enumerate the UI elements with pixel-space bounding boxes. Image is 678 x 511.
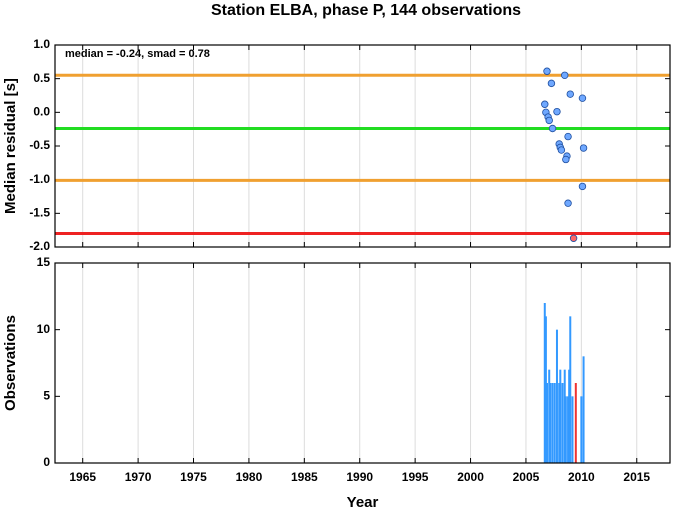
y-tick-label: -0.5 bbox=[29, 138, 50, 152]
x-tick-label: 1995 bbox=[402, 470, 429, 484]
x-tick-label: 1965 bbox=[69, 470, 96, 484]
bar bbox=[559, 369, 562, 463]
point bbox=[557, 146, 566, 154]
y-tick-label: -1.5 bbox=[29, 206, 50, 220]
x-tick-label: 2015 bbox=[623, 470, 650, 484]
point bbox=[548, 124, 557, 133]
y-axis-label: Median residual [s] bbox=[2, 78, 19, 214]
y-tick-label: 10 bbox=[37, 322, 51, 336]
bar bbox=[564, 396, 567, 463]
bar bbox=[582, 356, 585, 463]
point bbox=[579, 144, 588, 152]
x-tick-label: 2005 bbox=[513, 470, 540, 484]
bar bbox=[580, 396, 583, 463]
point bbox=[578, 94, 587, 102]
annotation: median = -0.24, smad = 0.78 bbox=[65, 48, 210, 60]
bar bbox=[569, 316, 572, 463]
y-tick-label: -2.0 bbox=[29, 239, 50, 253]
y-tick-label: 1.0 bbox=[33, 37, 50, 51]
point bbox=[564, 132, 572, 141]
point bbox=[561, 71, 569, 79]
x-axis-label: Year bbox=[347, 494, 379, 511]
y-tick-label: 0.5 bbox=[33, 71, 50, 85]
point bbox=[553, 107, 561, 116]
bar bbox=[544, 316, 547, 463]
bar bbox=[563, 369, 566, 463]
bar bbox=[555, 329, 558, 463]
point bbox=[541, 100, 549, 108]
x-tick-label: 1975 bbox=[180, 470, 207, 484]
bar bbox=[546, 383, 548, 463]
bar bbox=[571, 396, 574, 463]
bar bbox=[553, 383, 556, 463]
point bbox=[547, 79, 556, 88]
bar bbox=[567, 396, 570, 463]
x-tick-label: 1980 bbox=[236, 470, 263, 484]
point bbox=[545, 116, 553, 125]
x-tick-label: 1970 bbox=[125, 470, 152, 484]
x-tick-label: 2010 bbox=[568, 470, 595, 484]
bar bbox=[548, 369, 551, 463]
x-tick-label: 1985 bbox=[291, 470, 318, 484]
bar bbox=[574, 383, 577, 463]
plot-frame bbox=[54, 44, 671, 248]
bar bbox=[551, 383, 554, 463]
x-tick-label: 2000 bbox=[457, 470, 484, 484]
bar bbox=[543, 303, 546, 463]
y-axis-label: Observations bbox=[2, 315, 19, 411]
bar bbox=[568, 369, 571, 463]
bar bbox=[549, 383, 552, 463]
point bbox=[569, 234, 578, 242]
plot-frame bbox=[54, 262, 671, 464]
point bbox=[564, 199, 572, 207]
y-tick-label: 0.0 bbox=[33, 105, 50, 119]
point bbox=[578, 182, 587, 191]
y-tick-label: 0 bbox=[43, 455, 50, 469]
y-tick-label: -1.0 bbox=[29, 172, 50, 186]
y-tick-label: 15 bbox=[37, 255, 51, 269]
point bbox=[566, 90, 574, 98]
bar bbox=[561, 383, 564, 463]
x-tick-label: 1990 bbox=[346, 470, 373, 484]
chart-title: Station ELBA, phase P, 144 observations bbox=[211, 2, 521, 19]
bar bbox=[558, 383, 561, 463]
point bbox=[562, 155, 570, 164]
point bbox=[543, 67, 551, 75]
y-tick-label: 5 bbox=[43, 389, 50, 403]
